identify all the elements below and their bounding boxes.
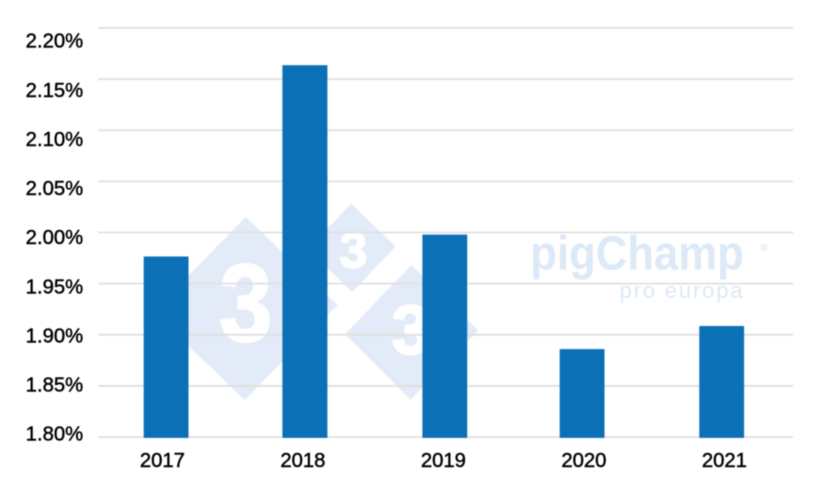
svg-text:2019: 2019 (421, 450, 466, 472)
svg-text:2.10%: 2.10% (26, 129, 84, 151)
svg-text:2020: 2020 (561, 450, 606, 472)
svg-text:2.15%: 2.15% (26, 80, 84, 102)
svg-text:1.85%: 1.85% (26, 375, 84, 397)
svg-text:3: 3 (219, 242, 272, 365)
svg-text:2.05%: 2.05% (26, 178, 84, 200)
svg-text:1.80%: 1.80% (26, 424, 84, 446)
svg-text:pigChamp: pigChamp (530, 226, 743, 280)
svg-text:2.20%: 2.20% (26, 31, 84, 53)
svg-text:1.95%: 1.95% (26, 276, 84, 298)
svg-text:1.90%: 1.90% (26, 325, 84, 347)
svg-text:2017: 2017 (140, 450, 185, 472)
svg-text:3: 3 (339, 223, 367, 279)
svg-text:pro europa: pro europa (620, 278, 745, 303)
svg-text:®: ® (760, 242, 768, 254)
svg-text:2018: 2018 (280, 450, 325, 472)
svg-text:2.00%: 2.00% (26, 227, 84, 249)
svg-text:2021: 2021 (702, 450, 747, 472)
